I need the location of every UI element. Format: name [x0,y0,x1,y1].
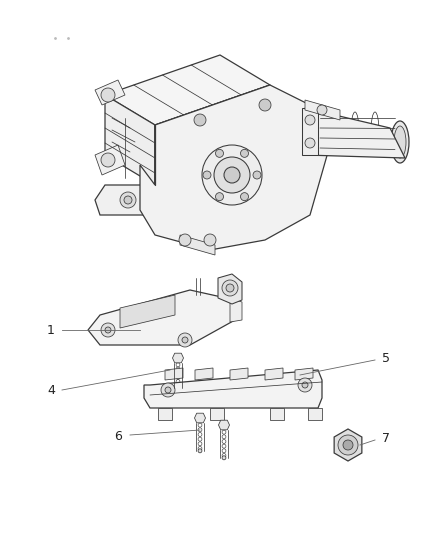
Circle shape [223,167,240,183]
Ellipse shape [222,456,226,460]
Circle shape [202,171,211,179]
Ellipse shape [198,449,201,453]
Circle shape [240,149,248,157]
Polygon shape [269,408,283,420]
Polygon shape [218,274,241,304]
Circle shape [222,280,237,296]
Polygon shape [155,85,269,185]
Polygon shape [88,290,234,345]
Polygon shape [333,429,361,461]
Polygon shape [194,368,212,380]
Circle shape [215,149,223,157]
Circle shape [165,387,171,393]
Polygon shape [218,420,229,430]
Circle shape [120,192,136,208]
Circle shape [240,192,248,200]
Circle shape [304,138,314,148]
Circle shape [342,440,352,450]
Text: 6: 6 [114,431,122,443]
Polygon shape [230,368,247,380]
Polygon shape [95,80,125,105]
Ellipse shape [390,121,408,163]
Polygon shape [95,185,159,215]
Polygon shape [209,408,223,420]
Polygon shape [140,85,329,250]
Circle shape [194,114,205,126]
Circle shape [252,171,261,179]
Polygon shape [120,295,175,328]
Polygon shape [95,145,125,175]
Ellipse shape [393,126,405,158]
Polygon shape [180,235,215,255]
Circle shape [304,115,314,125]
Polygon shape [304,108,404,158]
Polygon shape [301,108,317,155]
Polygon shape [294,368,312,380]
Polygon shape [304,100,339,120]
Text: 5: 5 [381,351,389,365]
Circle shape [177,333,191,347]
Polygon shape [230,298,241,322]
Circle shape [101,153,115,167]
Polygon shape [105,55,269,125]
Polygon shape [105,95,155,185]
Text: 1: 1 [47,324,55,336]
Circle shape [201,145,261,205]
Circle shape [226,284,233,292]
Circle shape [297,378,311,392]
Circle shape [213,157,249,193]
Polygon shape [165,368,183,380]
Text: 7: 7 [381,432,389,445]
Circle shape [309,145,319,155]
Polygon shape [194,413,205,423]
Circle shape [215,192,223,200]
Ellipse shape [176,386,180,390]
Polygon shape [158,408,172,420]
Polygon shape [144,370,321,408]
Circle shape [337,435,357,455]
Circle shape [101,323,115,337]
Circle shape [105,327,111,333]
Circle shape [101,88,115,102]
Circle shape [204,234,215,246]
Text: 4: 4 [47,384,55,397]
Circle shape [179,234,191,246]
Circle shape [124,196,132,204]
Polygon shape [307,408,321,420]
Circle shape [258,99,270,111]
Circle shape [161,383,175,397]
Circle shape [316,105,326,115]
Circle shape [182,337,187,343]
Polygon shape [265,368,283,380]
Circle shape [304,115,314,125]
Polygon shape [172,353,183,363]
Circle shape [301,382,307,388]
